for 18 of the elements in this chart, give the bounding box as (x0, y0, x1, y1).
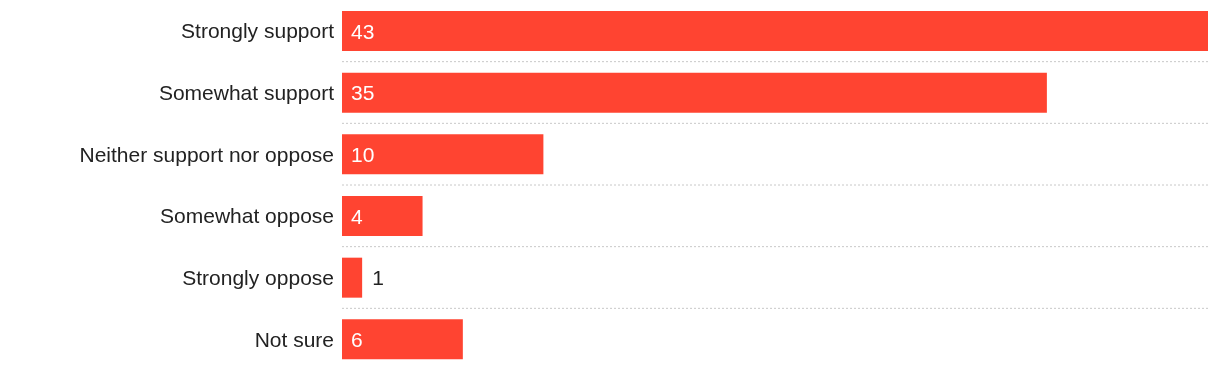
y-tick-label: Somewhat oppose (160, 204, 334, 228)
bar (342, 72, 1047, 113)
data-label: 6 (351, 327, 363, 351)
bar (342, 319, 463, 360)
data-label: 35 (351, 81, 375, 105)
bar (342, 257, 363, 298)
y-tick-label: Neither support nor oppose (79, 142, 334, 166)
bar (342, 11, 1208, 51)
bar (342, 196, 423, 236)
y-tick-label: Somewhat support (158, 80, 335, 104)
bar (342, 134, 544, 175)
data-label: 43 (351, 19, 375, 43)
y-tick-label: Strongly oppose (182, 265, 334, 289)
y-tick-label: Strongly support (181, 19, 335, 43)
data-label: 4 (351, 204, 363, 228)
data-label: 1 (372, 266, 384, 290)
data-label: 10 (351, 142, 375, 166)
y-tick-label: Not sure (254, 327, 334, 351)
